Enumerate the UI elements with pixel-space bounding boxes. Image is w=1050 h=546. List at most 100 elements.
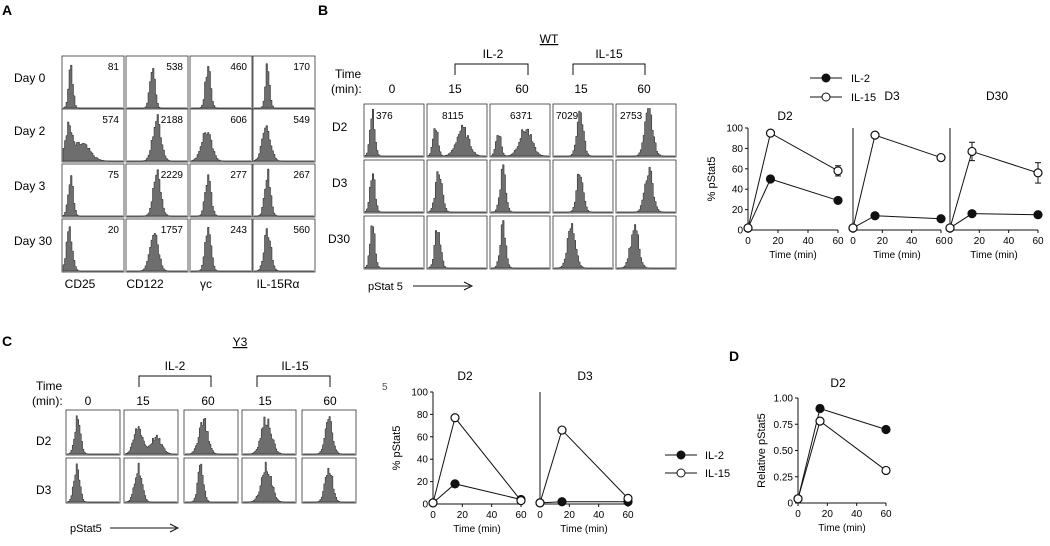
series-line-il-15 xyxy=(797,420,887,499)
b-plot-1-3-histogram xyxy=(554,173,612,213)
c-stray-char: 5 xyxy=(382,382,388,393)
x-tick-label: 40 xyxy=(1003,236,1015,247)
a-plot-0-1-histogram xyxy=(127,68,187,109)
b-plot-2-4-frame xyxy=(615,215,677,270)
y-tick-label: 60 xyxy=(732,164,744,175)
b-d2-value-2: 6371 xyxy=(510,111,533,122)
series-line-il-15 xyxy=(539,429,629,504)
c-plot-1-2-frame xyxy=(183,457,239,504)
legend-b-il2-marker xyxy=(821,73,831,83)
b-plot-1-1-histogram xyxy=(427,171,486,213)
a-plot-0-3-frame xyxy=(252,55,316,110)
series-line-il-2 xyxy=(539,501,628,504)
chart-title: D2 xyxy=(830,376,846,390)
a-row-label-2: Day 3 xyxy=(14,179,46,193)
chart-title: D2 xyxy=(457,369,473,383)
data-point-il-15 xyxy=(870,130,880,140)
a-mfi-3-0: 20 xyxy=(108,225,120,236)
b-plot-0-4-histogram xyxy=(617,108,675,157)
x-tick-label: 20 xyxy=(822,509,834,520)
y-tick-label: 60 xyxy=(417,432,429,443)
b-plot-1-2-histogram xyxy=(490,164,549,213)
panel-a-flow-grid: Day 0 81 538 460 170 Day 2 574 2188 606 549 Day 3 7… xyxy=(14,55,316,291)
a-plot-1-2-histogram xyxy=(190,132,251,162)
series-line-il-2 xyxy=(432,483,522,504)
data-point-il-2 xyxy=(936,214,946,224)
a-mfi-2-0: 75 xyxy=(108,170,120,181)
b-time-60a: 60 xyxy=(515,82,529,96)
data-point-il-15 xyxy=(945,223,955,233)
a-mfi-3-1: 1757 xyxy=(161,225,184,236)
a-row-label-3: Day 30 xyxy=(14,234,52,248)
chart-title: D3 xyxy=(577,369,593,383)
x-axis-label: Time (min) xyxy=(873,250,920,261)
x-tick-label: 20 xyxy=(457,510,469,521)
x-tick-label: 20 xyxy=(974,236,986,247)
b-bracket-il15 xyxy=(572,63,646,75)
a-mfi-1-3: 549 xyxy=(293,115,310,126)
x-tick-label: 40 xyxy=(593,510,605,521)
c-time-15b: 15 xyxy=(258,394,272,408)
data-point-il-15 xyxy=(557,425,567,435)
legend-c-il2-label: IL-2 xyxy=(705,450,724,462)
data-point-il-15 xyxy=(516,496,526,506)
c-plot-1-2-histogram xyxy=(185,463,237,503)
legend-c: IL-2 IL-15 xyxy=(665,450,730,480)
c-plot-0-2-histogram xyxy=(184,418,237,455)
b-plot-0-0-histogram xyxy=(364,108,423,157)
c-plot-1-1-histogram xyxy=(124,462,177,503)
a-plot-1-1-histogram xyxy=(127,114,187,162)
data-point-il-15 xyxy=(936,152,946,163)
b-plot-2-4-histogram xyxy=(616,224,675,269)
b-time-min-label: (min): xyxy=(331,82,362,96)
x-tick-label: 60 xyxy=(880,509,892,520)
c-time-60a: 60 xyxy=(201,394,215,408)
x-tick-label: 0 xyxy=(947,236,953,247)
data-point-il-15 xyxy=(793,494,803,504)
c-group-il2: IL-2 xyxy=(165,359,186,373)
b-plot-0-2-histogram xyxy=(490,128,550,157)
c-plot-1-4-histogram xyxy=(303,467,355,503)
data-point-il-15 xyxy=(743,223,753,233)
x-tick-label: 20 xyxy=(877,236,889,247)
c-time-min-label: (min): xyxy=(32,394,63,408)
y-axis-label: % pStat5 xyxy=(706,157,718,202)
c-time-60b: 60 xyxy=(323,394,337,408)
x-tick-label: 20 xyxy=(772,236,784,247)
y-tick-label: 100 xyxy=(411,388,428,399)
a-mfi-0-1: 538 xyxy=(166,62,183,73)
a-mfi-0-2: 460 xyxy=(230,62,247,73)
legend-b-il15-label: IL-15 xyxy=(851,92,876,104)
y-tick-label: 0 xyxy=(787,499,793,510)
a-plot-3-1-histogram xyxy=(127,233,187,272)
b-group-il2: IL-2 xyxy=(483,47,504,61)
c-plot-1-3-histogram xyxy=(242,461,295,503)
a-mfi-1-2: 606 xyxy=(230,115,247,126)
series-line-il-15 xyxy=(852,134,942,229)
c-plot-1-0-histogram xyxy=(66,463,119,503)
b-d2-value-3: 7029 xyxy=(556,111,579,122)
c-bracket-il2 xyxy=(138,375,212,387)
chart-title: D2 xyxy=(777,109,793,123)
legend-b: IL-2 IL-15 xyxy=(810,73,876,104)
b-plot-0-3-histogram xyxy=(554,110,612,157)
y-tick-label: 20 xyxy=(732,205,744,216)
a-plot-1-3-histogram xyxy=(253,125,314,162)
chart-c-d3: D3 0 20 40 60 Time (min) xyxy=(535,369,634,535)
data-point-il-2 xyxy=(1033,210,1043,220)
legend-c-il15-marker xyxy=(676,468,686,478)
a-plot-0-2-histogram xyxy=(191,66,251,109)
series-line-il-15 xyxy=(949,150,1039,229)
a-plot-1-0-histogram xyxy=(62,121,123,162)
x-tick-label: 0 xyxy=(850,236,856,247)
a-plot-2-3-histogram xyxy=(253,168,314,217)
b-d2-value-0: 376 xyxy=(376,111,393,122)
series-line-il-2 xyxy=(949,213,1039,229)
legend-b-il2-label: IL-2 xyxy=(851,73,870,85)
panel-letter-c: C xyxy=(2,333,12,349)
x-axis-label: Time (min) xyxy=(453,524,500,535)
b-d2-value-1: 8115 xyxy=(442,111,464,122)
y-tick-label: 1.00 xyxy=(774,394,794,405)
b-plot-0-1-histogram xyxy=(427,124,487,157)
